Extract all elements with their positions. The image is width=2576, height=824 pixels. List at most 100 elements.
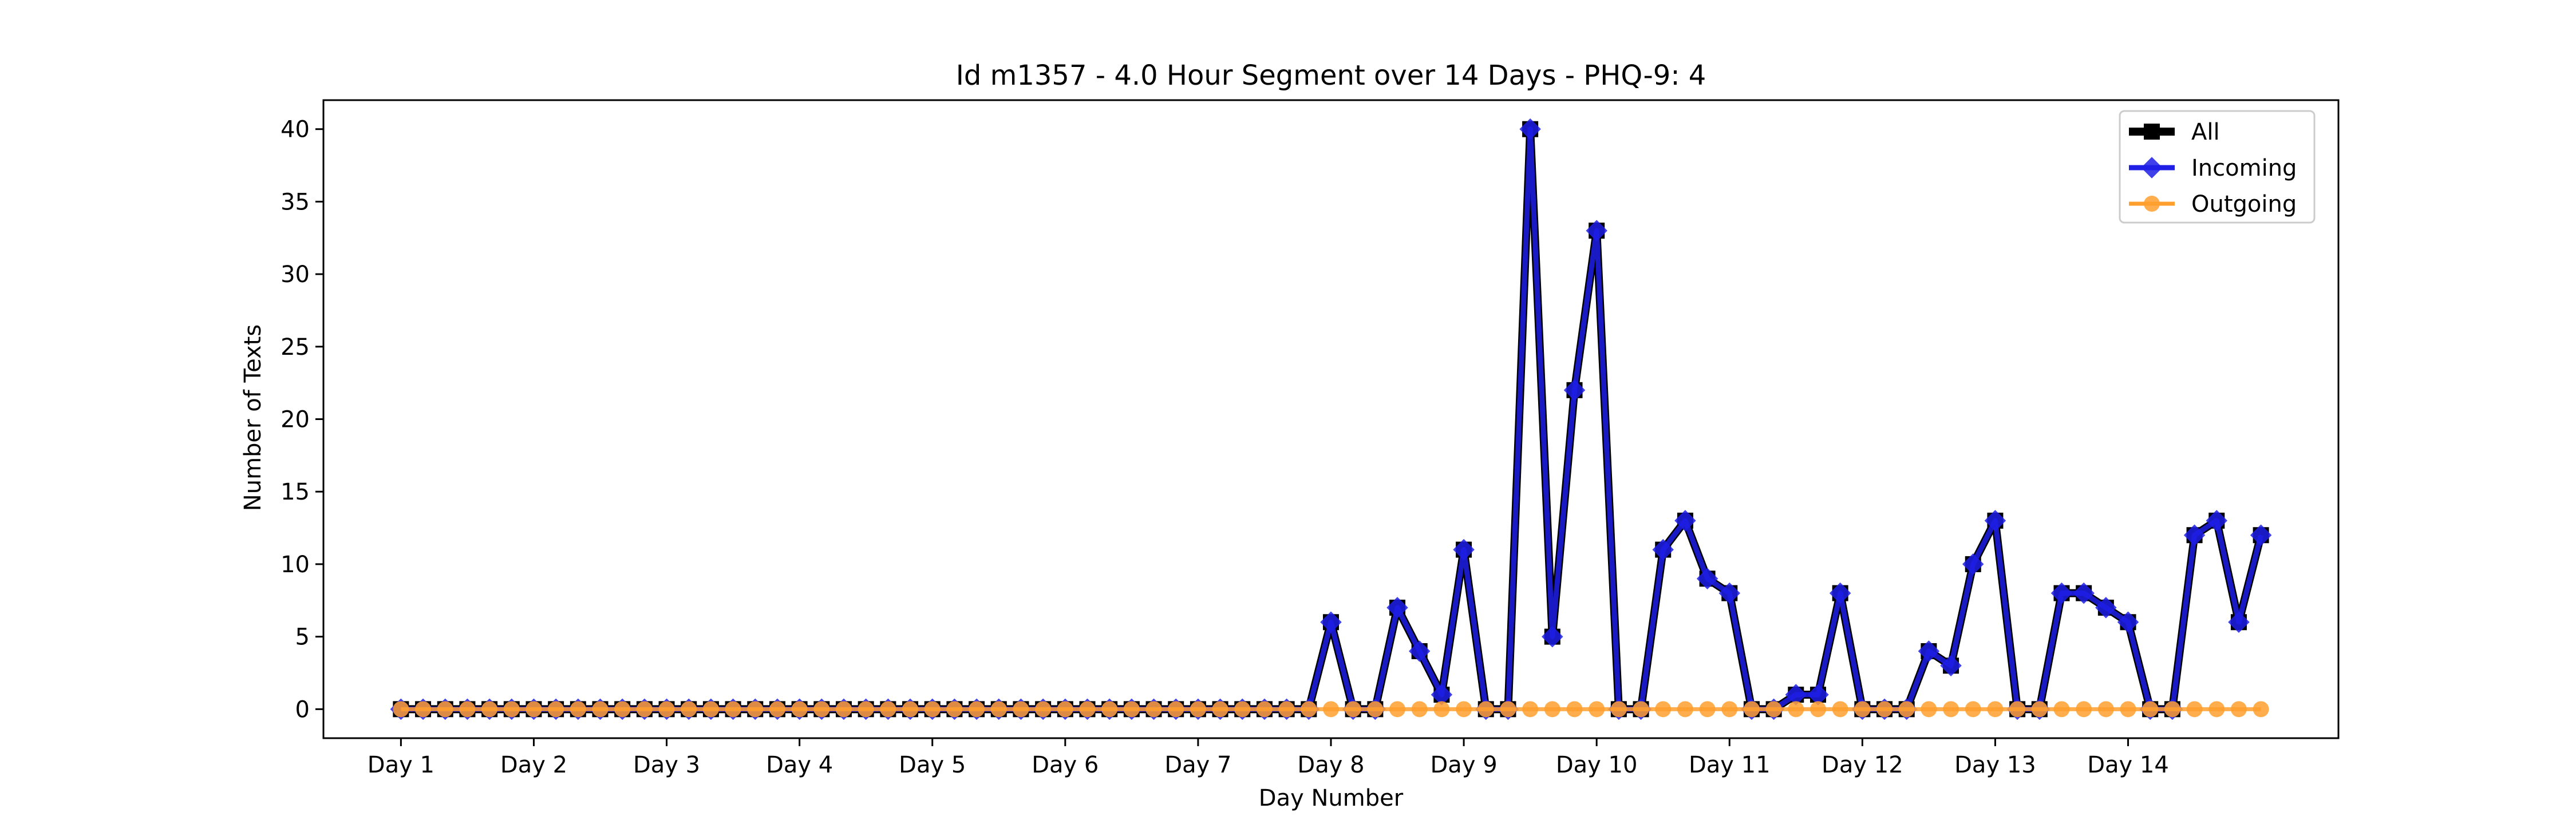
data-point-outgoing bbox=[1743, 701, 1760, 718]
plot-frame bbox=[322, 99, 2340, 739]
data-point-incoming bbox=[1807, 684, 1829, 706]
y-tick-label: 20 bbox=[280, 407, 310, 433]
data-point-outgoing bbox=[503, 701, 520, 718]
data-point-incoming bbox=[1785, 684, 1807, 706]
data-point-outgoing bbox=[1898, 701, 1915, 718]
data-point-incoming bbox=[1674, 510, 1696, 532]
data-point-outgoing bbox=[946, 701, 963, 718]
data-point-outgoing bbox=[1788, 701, 1804, 718]
data-point-outgoing bbox=[1765, 701, 1782, 718]
x-axis-title: Day Number bbox=[1259, 785, 1404, 811]
legend-item-outgoing: Outgoing bbox=[2129, 191, 2297, 217]
data-point-outgoing bbox=[1589, 701, 1605, 718]
data-point-outgoing bbox=[1101, 701, 1118, 718]
data-point-outgoing bbox=[2253, 701, 2269, 718]
data-point-outgoing bbox=[2120, 701, 2136, 718]
x-tick-label: Day 4 bbox=[766, 752, 833, 778]
data-point-outgoing bbox=[725, 701, 741, 718]
data-point-outgoing bbox=[924, 701, 941, 718]
data-point-outgoing bbox=[2009, 701, 2026, 718]
data-point-incoming bbox=[1940, 655, 1962, 677]
data-point-outgoing bbox=[1057, 701, 1073, 718]
data-point-incoming bbox=[1652, 538, 1674, 561]
x-tick-label: Day 14 bbox=[2087, 752, 2169, 778]
data-point-outgoing bbox=[1566, 701, 1583, 718]
data-point-incoming bbox=[1320, 611, 1342, 633]
data-point-outgoing bbox=[1477, 701, 1494, 718]
x-tick-label: Day 9 bbox=[1431, 752, 1498, 778]
data-point-incoming bbox=[1918, 640, 1940, 662]
data-point-outgoing bbox=[1500, 701, 1516, 718]
legend-marker-incoming bbox=[2141, 157, 2163, 179]
data-point-outgoing bbox=[459, 701, 476, 718]
legend-marker-all bbox=[2144, 124, 2160, 140]
data-point-outgoing bbox=[415, 701, 432, 718]
data-point-outgoing bbox=[1212, 701, 1228, 718]
data-point-outgoing bbox=[1854, 701, 1871, 718]
data-point-outgoing bbox=[437, 701, 453, 718]
data-point-outgoing bbox=[902, 701, 919, 718]
data-point-outgoing bbox=[1367, 701, 1384, 718]
legend-box bbox=[2119, 110, 2316, 224]
data-point-outgoing bbox=[1987, 701, 2004, 718]
data-point-outgoing bbox=[1433, 701, 1450, 718]
data-point-incoming bbox=[1586, 220, 1607, 241]
data-point-incoming bbox=[1962, 553, 1984, 575]
data-point-outgoing bbox=[2031, 701, 2048, 718]
data-point-outgoing bbox=[592, 701, 609, 718]
data-point-outgoing bbox=[1190, 701, 1206, 718]
data-point-incoming bbox=[2250, 524, 2272, 546]
data-point-outgoing bbox=[969, 701, 985, 718]
data-point-incoming bbox=[1431, 684, 1453, 706]
legend-label-all: All bbox=[2191, 119, 2220, 145]
data-point-outgoing bbox=[1699, 701, 1716, 718]
data-point-outgoing bbox=[1301, 701, 1317, 718]
data-point-outgoing bbox=[1079, 701, 1096, 718]
data-point-incoming bbox=[2095, 597, 2117, 619]
data-point-outgoing bbox=[1633, 701, 1649, 718]
data-point-outgoing bbox=[2208, 701, 2225, 718]
data-point-outgoing bbox=[1677, 701, 1693, 718]
data-point-outgoing bbox=[1832, 701, 1848, 718]
data-point-outgoing bbox=[2230, 701, 2247, 718]
data-point-outgoing bbox=[1323, 701, 1339, 718]
data-point-outgoing bbox=[858, 701, 874, 718]
x-tick-label: Day 5 bbox=[899, 752, 966, 778]
data-point-outgoing bbox=[1456, 701, 1472, 718]
data-point-outgoing bbox=[481, 701, 498, 718]
data-point-outgoing bbox=[681, 701, 697, 718]
data-point-outgoing bbox=[1610, 701, 1627, 718]
data-point-incoming bbox=[1696, 568, 1718, 589]
data-point-outgoing bbox=[1411, 701, 1428, 718]
x-tick-label: Day 1 bbox=[368, 752, 434, 778]
data-point-outgoing bbox=[393, 701, 409, 718]
series-outgoing bbox=[393, 701, 2269, 718]
data-point-incoming bbox=[2206, 510, 2228, 532]
data-point-outgoing bbox=[1921, 701, 1937, 718]
data-point-outgoing bbox=[548, 701, 564, 718]
data-point-incoming bbox=[1563, 379, 1586, 401]
legend-label-outgoing: Outgoing bbox=[2191, 191, 2297, 217]
data-point-outgoing bbox=[2076, 701, 2092, 718]
data-point-outgoing bbox=[1544, 701, 1560, 718]
data-point-outgoing bbox=[658, 701, 675, 718]
series-layer bbox=[390, 118, 2272, 720]
data-point-outgoing bbox=[1876, 701, 1893, 718]
data-point-outgoing bbox=[1655, 701, 1672, 718]
data-point-outgoing bbox=[1035, 701, 1052, 718]
legend-marker-outgoing bbox=[2144, 196, 2160, 212]
data-point-incoming bbox=[2183, 524, 2206, 546]
axes-layer: 0 5 10 15 20 25 30 35 40 Day 1 Day 2 Day 3 Day 4 Day … bbox=[280, 99, 2340, 778]
data-point-outgoing bbox=[2097, 701, 2114, 718]
data-point-incoming bbox=[1984, 510, 2006, 532]
data-point-outgoing bbox=[702, 701, 719, 718]
data-point-incoming bbox=[1718, 582, 1741, 604]
data-point-outgoing bbox=[1345, 701, 1361, 718]
data-point-outgoing bbox=[2186, 701, 2203, 718]
legend: All Incoming Outgoing bbox=[2119, 110, 2316, 224]
data-point-outgoing bbox=[526, 701, 542, 718]
data-point-outgoing bbox=[1389, 701, 1406, 718]
x-tick-label: Day 8 bbox=[1297, 752, 1364, 778]
y-axis-title: Number of Texts bbox=[240, 324, 266, 511]
data-point-outgoing bbox=[2053, 701, 2070, 718]
